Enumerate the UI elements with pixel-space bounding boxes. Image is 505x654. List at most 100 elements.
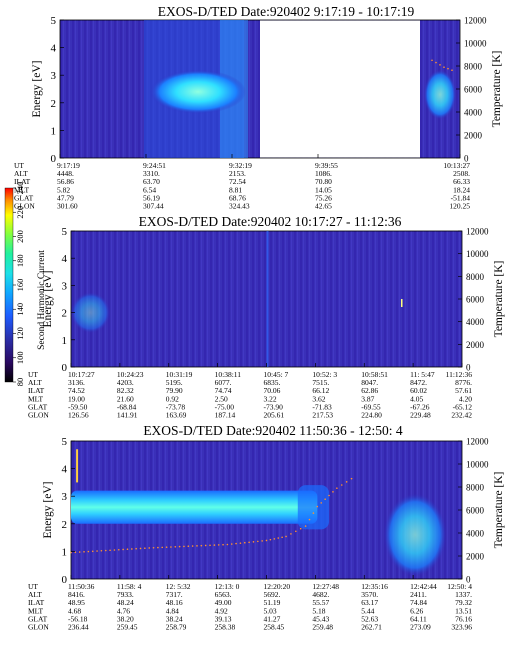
panel-3-temperature-point xyxy=(191,545,194,547)
panel-1-temperature-point xyxy=(439,64,441,66)
panel-1-cell-value: 301.60 xyxy=(57,202,78,211)
panel-1-row-label: GLON xyxy=(14,202,35,211)
panel-3-row-label: GLON xyxy=(28,623,49,632)
panel-3-temperature-point xyxy=(328,494,330,497)
panel-3-y-tick-label: 4 xyxy=(62,464,68,476)
panel-3-temperature-point xyxy=(144,547,146,550)
panel-2-cell-value: 4.05 xyxy=(410,394,423,403)
panel-3-cell-value: 12:20:20 xyxy=(264,582,291,591)
panel-2-cell-value: 10:52: 3 xyxy=(312,370,337,379)
panel-1-y2-tick-label: 4000 xyxy=(464,108,483,118)
panel-2-cell-value: 6077. xyxy=(215,378,232,387)
panel-3-temperature-point xyxy=(183,545,185,548)
panel-2-cell-value: 8776. xyxy=(455,378,472,387)
panel-2-cell-value: 229.48 xyxy=(410,411,431,420)
colorbar-tick-label: 140 xyxy=(15,303,25,316)
panel-2-row-label: GLAT xyxy=(28,402,48,411)
panel-3-cell-value: 2411. xyxy=(410,590,427,599)
panel-2-cell-value: -73.78 xyxy=(166,402,186,411)
panel-1-y2-tick-label: 12000 xyxy=(464,16,487,26)
panel-2-cell-value: 163.69 xyxy=(166,411,187,420)
panel-3-temperature-point xyxy=(248,541,250,544)
panel-3-temperature-point xyxy=(174,546,177,548)
panel-2-title: EXOS-D/TED Date:920402 10:17:27 - 11:12:… xyxy=(139,214,402,229)
panel-3-temperature-point xyxy=(332,491,334,493)
colorbar-tick-label: 160 xyxy=(15,279,25,292)
panel-2-y2-tick-label: 0 xyxy=(466,363,471,373)
panel-3-temperature-point xyxy=(336,487,338,489)
panel-2-row-label: MLT xyxy=(28,394,44,403)
panel-2-cell-value: 70.06 xyxy=(264,386,281,395)
panel-3-cell-value: 8416. xyxy=(68,590,85,599)
panel-1-y-tick-label: 0 xyxy=(51,153,57,165)
panel-2-cell-value: 4203. xyxy=(117,378,134,387)
panel-3-temperature-point xyxy=(200,544,203,547)
panel-3-temperature-point xyxy=(135,547,137,550)
panel-3-overlay: 0 1 2 3 4 5 0 2000 4000 6000 8000 10000 12000 Energy … xyxy=(28,436,505,632)
panel-1-cell-value: 307.44 xyxy=(143,202,164,211)
panel-1-data-gap xyxy=(260,20,420,158)
panel-2-vertical-spike xyxy=(266,231,269,367)
panel-3-temperature-point xyxy=(126,548,129,551)
panel-3-vertical-stripe xyxy=(76,449,79,483)
colorbar-tick-label: 80 xyxy=(15,378,25,387)
panel-3-temperature-point xyxy=(239,542,242,544)
colorbar-tick-label: 200 xyxy=(15,230,25,243)
panel-3-temperature-point xyxy=(70,551,72,554)
panel-3-cell-value: 38.24 xyxy=(166,614,183,623)
colorbar-strip xyxy=(4,187,14,383)
panel-3-y2-tick-label: 2000 xyxy=(466,552,485,562)
panel-3-cell-value: 45.43 xyxy=(312,614,329,623)
panel-2-cell-value: 74.52 xyxy=(68,386,85,395)
panel-3-title: EXOS-D/TED Date:920402 11:50:36 - 12:50:… xyxy=(143,423,403,438)
panel-3-temperature-point xyxy=(340,484,343,486)
panel-1-cell-value: 8.81 xyxy=(229,185,242,194)
panel-1-y-tick-label: 4 xyxy=(51,43,57,55)
panel-2-cell-value: 66.12 xyxy=(312,386,329,395)
panel-3-cell-value: 41.27 xyxy=(264,614,281,623)
panel-2-cell-value: 4.20 xyxy=(459,394,472,403)
panel-3-y2-tick-label: 12000 xyxy=(466,437,489,447)
panel-3-cell-value: 4.84 xyxy=(166,606,179,615)
panel-2-cell-value: 141.91 xyxy=(117,411,138,420)
panel-3-temperature-point xyxy=(350,477,353,480)
panel-1-y2-tick-label: 8000 xyxy=(464,62,483,72)
panel-3-temperature-point xyxy=(295,530,297,533)
panel-3-temperature-point xyxy=(312,512,315,514)
panel-2-cell-value: 10:45: 7 xyxy=(264,370,289,379)
panel-2-cell-value: 205.61 xyxy=(264,411,285,420)
panel-3-temperature-point xyxy=(222,543,224,546)
panel-3-temperature-point xyxy=(117,548,120,551)
panel-3-temperature-point xyxy=(308,518,311,521)
panel-2-y-tick-label: 5 xyxy=(62,226,68,238)
panel-3-y2-tick-label: 6000 xyxy=(466,506,485,516)
panel-3-temperature-point xyxy=(320,502,323,504)
panel-3-cell-value: 5.18 xyxy=(312,606,325,615)
panel-2-y2-tick-label: 4000 xyxy=(466,317,485,327)
panel-3-temperature-point xyxy=(257,540,259,543)
panel-2-cell-value: 2.50 xyxy=(215,394,228,403)
panel-3-cell-value: 273.09 xyxy=(410,623,431,632)
panel-3-temperature-point xyxy=(204,544,207,547)
panel-1-y-tick-label: 2 xyxy=(51,98,57,110)
panel-1-title: EXOS-D/TED Date:920402 9:17:19 - 10:17:1… xyxy=(158,4,415,19)
panel-2-cell-value: 8047. xyxy=(361,378,378,387)
panel-3-y2-tick-label: 8000 xyxy=(466,483,485,493)
panel-1-row-label: GLAT xyxy=(14,193,34,202)
panel-1-temperature-point xyxy=(443,66,445,68)
panel-1-cell-value: 3310. xyxy=(143,169,160,178)
panel-2-cell-value: 3.22 xyxy=(264,394,277,403)
colorbar-tick-label: 120 xyxy=(15,327,25,340)
panel-1-row-label: MLT xyxy=(14,185,30,194)
panel-3-temperature-point xyxy=(78,551,81,553)
panel-1-y2-tick-label: 10000 xyxy=(464,39,487,49)
panel-1-cell-value: 120.25 xyxy=(449,202,470,211)
panel-3-cell-value: 323.96 xyxy=(451,623,472,632)
panel-3-y2-tick-label: 0 xyxy=(466,575,471,585)
panel-2-cell-value: -68.84 xyxy=(117,402,137,411)
panel-3-row-label: ILAT xyxy=(28,598,45,607)
panel-3-temperature-point xyxy=(269,538,272,541)
panel-3-cell-value: 259.48 xyxy=(312,623,333,632)
panel-3-cell-value: 5692. xyxy=(264,590,281,599)
